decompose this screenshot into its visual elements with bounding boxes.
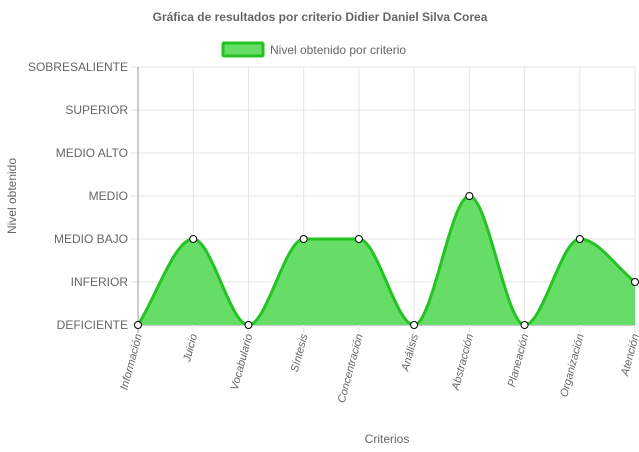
y-tick-label: SOBRESALIENTE (28, 60, 128, 74)
y-axis: DEFICIENTE INFERIOR MEDIO BAJO MEDIO MEDIO A… (28, 60, 128, 332)
x-axis-title: Criterios (365, 432, 410, 446)
x-tick-label: Análisis (399, 332, 421, 373)
x-tick-label: Síntesis (289, 332, 311, 373)
legend-swatch (221, 41, 265, 58)
y-tick-label: MEDIO ALTO (56, 146, 128, 160)
y-tick-label: DEFICIENTE (57, 318, 128, 332)
y-tick-label: SUPERIOR (65, 103, 128, 117)
y-tick-label: MEDIO (89, 189, 128, 203)
data-point[interactable] (631, 278, 639, 286)
x-tick-label: Atención (619, 333, 639, 378)
data-point[interactable] (410, 321, 419, 329)
x-axis: Información Juicio Vocabulario Síntesis Conc… (118, 332, 639, 404)
y-tick-label: INFERIOR (71, 275, 129, 289)
x-tick-label: Vocabulario (229, 333, 256, 392)
x-tick-label: Información (118, 333, 144, 392)
x-tick-label: Organización (558, 333, 586, 399)
x-tick-label: Abstracción (450, 333, 477, 393)
data-point[interactable] (134, 321, 142, 329)
x-tick-label: Juicio (181, 333, 200, 364)
x-tick-label: Planeación (506, 333, 532, 389)
data-point[interactable] (354, 235, 363, 243)
legend-label: Nivel obtenido por criterio (270, 43, 406, 57)
chart-title: Gráfica de resultados por criterio Didie… (153, 10, 488, 24)
data-point[interactable] (575, 235, 584, 243)
x-tick-label: Concentración (336, 333, 366, 405)
legend[interactable]: Nivel obtenido por criterio (221, 41, 406, 58)
data-point[interactable] (299, 235, 308, 243)
data-points (134, 192, 639, 329)
series-area (138, 196, 635, 325)
data-point[interactable] (520, 321, 529, 329)
data-point[interactable] (244, 321, 253, 329)
data-point[interactable] (189, 235, 198, 243)
y-axis-title: Nivel obtenido (5, 158, 19, 234)
y-tick-label: MEDIO BAJO (54, 232, 128, 246)
data-point[interactable] (465, 192, 474, 200)
series-line (136, 194, 636, 327)
